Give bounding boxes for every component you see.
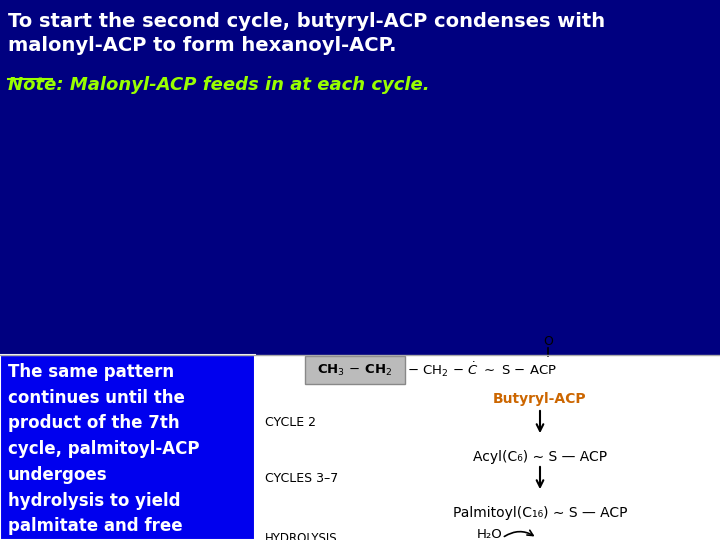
Bar <box>0 355 255 540</box>
Text: Acyl(C₆) ∼ S — ACP: Acyl(C₆) ∼ S — ACP <box>473 450 607 464</box>
Text: CYCLE 2: CYCLE 2 <box>265 415 316 429</box>
Text: Butyryl-ACP: Butyryl-ACP <box>493 392 587 406</box>
Text: Palmitoyl(C₁₆) ∼ S — ACP: Palmitoyl(C₁₆) ∼ S — ACP <box>453 506 627 520</box>
Text: H₂O: H₂O <box>477 529 503 540</box>
Text: The same pattern
continues until the
product of the 7th
cycle, palmitoyl-ACP
und: The same pattern continues until the pro… <box>8 363 199 540</box>
Text: O: O <box>543 335 553 348</box>
Text: To start the second cycle, butyryl-ACP condenses with: To start the second cycle, butyryl-ACP c… <box>8 12 605 31</box>
Bar <box>255 355 720 540</box>
Text: malonyl-ACP to form hexanoyl-ACP.: malonyl-ACP to form hexanoyl-ACP. <box>8 36 397 55</box>
Bar <box>0 0 720 355</box>
Text: CH$_3$ $-$ CH$_2$: CH$_3$ $-$ CH$_2$ <box>318 362 392 377</box>
Text: Note: Malonyl-ACP feeds in at each cycle.: Note: Malonyl-ACP feeds in at each cycle… <box>8 76 430 94</box>
Text: $-$ CH$_2$ $-$ $\dot{C}$ $\sim$ S $-$ ACP: $-$ CH$_2$ $-$ $\dot{C}$ $\sim$ S $-$ AC… <box>407 361 557 380</box>
Text: HYDROLYSIS: HYDROLYSIS <box>265 532 338 540</box>
Text: CYCLES 3–7: CYCLES 3–7 <box>265 471 338 484</box>
Bar <box>305 356 405 384</box>
